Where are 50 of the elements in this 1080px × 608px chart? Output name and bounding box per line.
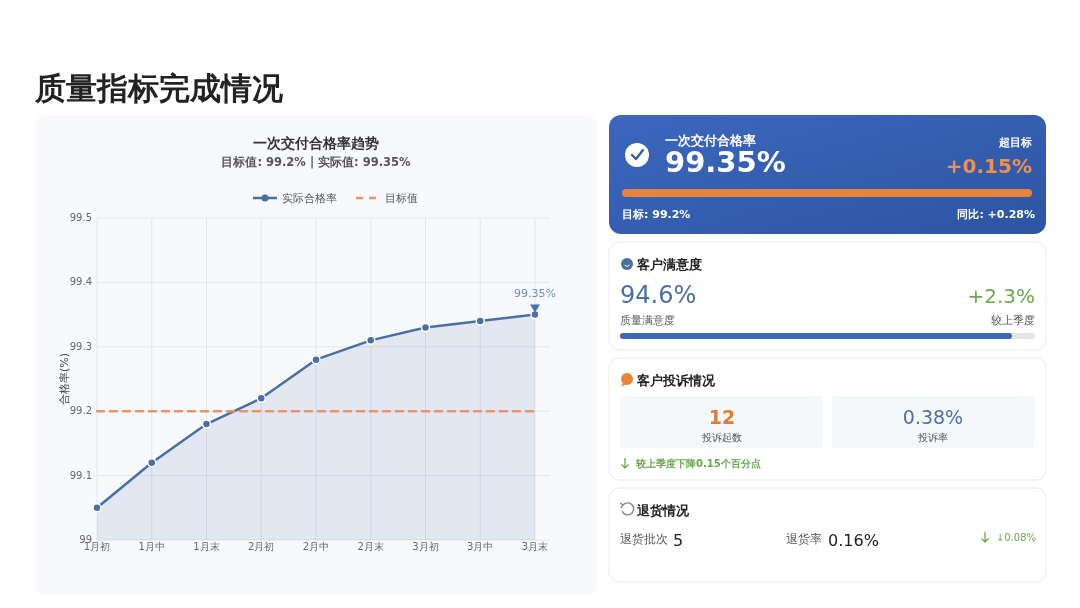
text: 12	[708, 406, 736, 428]
x-tick-label: 2月中	[302, 541, 330, 552]
text: 质量满意度	[620, 314, 675, 327]
point	[201, 419, 212, 429]
chart-title: 一次交付合格率趋势	[253, 135, 379, 151]
y-axis-title: 合格率(%)	[58, 352, 71, 406]
text: 退货批次	[620, 532, 668, 546]
point	[311, 354, 321, 365]
text: 94.6%	[620, 281, 697, 309]
point	[147, 457, 157, 468]
x-tick-label: 2月初	[248, 541, 275, 552]
text: 同比: +0.28%	[957, 208, 1035, 221]
x-tick-label: 2月末	[357, 541, 384, 552]
point	[475, 316, 485, 326]
text: +0.15%	[945, 154, 1032, 178]
text: 退货情况	[636, 503, 690, 518]
legend-label: 实际合格率	[282, 192, 337, 205]
legend-label: 目标值	[385, 192, 418, 205]
point	[420, 322, 431, 333]
x-tick-label: 3月末	[521, 541, 549, 552]
y-tick-label: 99.3	[69, 340, 92, 352]
y-tick-label: 99.1	[69, 469, 92, 481]
point	[530, 309, 540, 320]
point	[92, 503, 102, 513]
text: +2.3%	[967, 284, 1035, 308]
text: 较上季度下降0.15个百分点	[635, 458, 761, 469]
text: 客户投诉情况	[636, 373, 716, 388]
chart-subtitle: 目标值: 99.2% | 实际值: 99.35%	[221, 155, 412, 169]
text: ↓0.08%	[995, 532, 1036, 543]
text: 质量指标完成情况	[34, 70, 284, 106]
x-tick-label: 1月末	[193, 541, 220, 552]
x-tick-label: 1月中	[138, 541, 165, 552]
x-tick-label: 3月中	[467, 541, 494, 552]
y-tick-label: 99.2	[69, 405, 92, 417]
text: 超目标	[998, 136, 1032, 149]
point	[256, 393, 266, 404]
y-tick-label: 99.4	[69, 276, 92, 288]
text: 5	[673, 531, 684, 550]
text: 退货率	[786, 532, 822, 546]
text: 客户满意度	[636, 257, 702, 272]
text: 0.38%	[902, 406, 964, 428]
text: 投诉起数	[701, 432, 742, 443]
annotation: 99.35%	[514, 286, 556, 300]
text: 较上季度	[991, 314, 1035, 327]
point	[366, 335, 376, 346]
text: 目标: 99.2%	[622, 208, 691, 221]
text: 投诉率	[917, 432, 948, 443]
x-tick-label: 3月初	[412, 541, 439, 552]
y-tick-label: 99.5	[69, 212, 92, 223]
text: 0.16%	[828, 531, 879, 550]
